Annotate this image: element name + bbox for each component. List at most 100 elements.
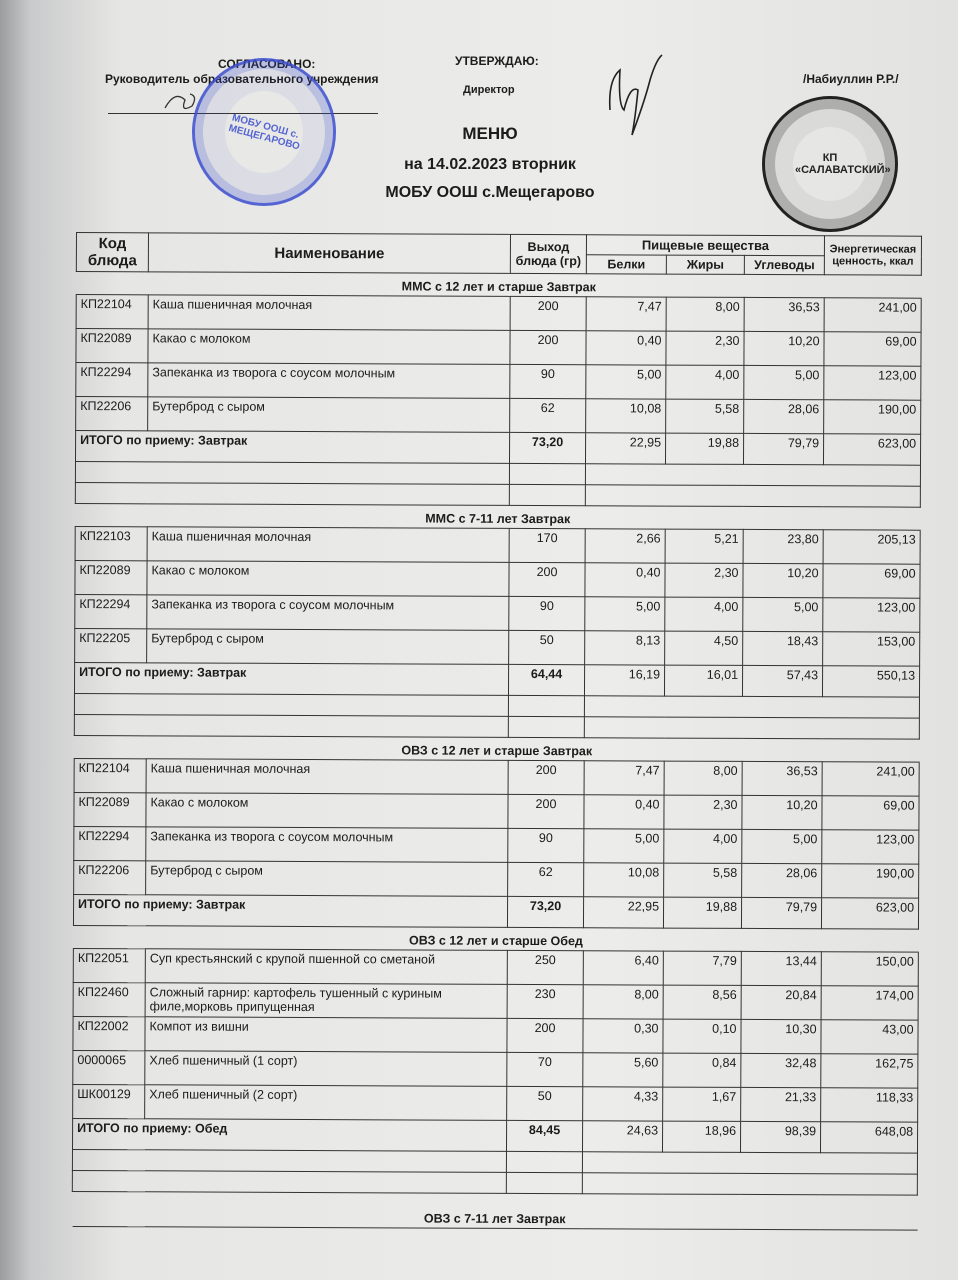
cell-name: Запеканка из творога с соусом молочным xyxy=(147,362,510,399)
cell-fat: 5,21 xyxy=(665,529,744,564)
col-fat: Жиры xyxy=(666,255,745,275)
cell-carbs: 10,20 xyxy=(741,795,823,830)
cell-fat: 2,30 xyxy=(665,331,745,366)
cell-fat: 4,00 xyxy=(663,829,742,864)
total-fat: 19,88 xyxy=(663,897,742,929)
cell-yield: 230 xyxy=(507,984,584,1019)
cell-carbs: 20,84 xyxy=(741,985,822,1020)
total-label: ИТОГО по приему: Завтрак xyxy=(73,894,508,928)
empty-cell xyxy=(75,461,510,485)
cell-protein: 5,00 xyxy=(583,828,664,864)
cell-protein: 0,40 xyxy=(585,330,667,366)
section-header-row: ОВЗ с 7-11 лет Завтрак xyxy=(72,1191,918,1231)
cell-yield: 200 xyxy=(510,296,587,331)
col-carbs: Углеводы xyxy=(744,255,825,275)
cell-code: КП22460 xyxy=(73,982,146,1017)
cell-code: КП22205 xyxy=(74,628,147,663)
cell-yield: 200 xyxy=(508,760,585,795)
total-protein: 22,95 xyxy=(583,896,664,929)
cell-energy: 69,00 xyxy=(822,563,921,599)
director-name: /Набиуллин Р.Р./ xyxy=(803,72,899,86)
cell-energy: 150,00 xyxy=(821,951,919,987)
cell-yield: 170 xyxy=(509,528,586,563)
cell-code: КП22089 xyxy=(73,792,147,827)
cell-fat: 2,30 xyxy=(663,795,743,830)
empty-cell xyxy=(72,1170,507,1194)
empty-cell xyxy=(584,695,920,719)
total-yield: 73,20 xyxy=(507,896,584,928)
cell-code: КП22294 xyxy=(75,362,148,397)
cell-name: Каша пшеничная молочная xyxy=(148,294,511,331)
total-energy: 623,00 xyxy=(823,433,921,466)
cell-fat: 4,50 xyxy=(664,631,743,666)
empty-cell xyxy=(74,693,509,717)
cell-energy: 123,00 xyxy=(823,365,921,401)
cell-code: КП22103 xyxy=(75,526,148,561)
cell-yield: 90 xyxy=(509,364,586,399)
total-yield: 64,44 xyxy=(508,664,585,696)
cell-protein: 5,00 xyxy=(585,364,666,400)
cell-protein: 8,13 xyxy=(584,630,665,666)
cell-energy: 123,00 xyxy=(822,597,920,633)
cell-yield: 200 xyxy=(506,1018,584,1053)
total-carbs: 57,43 xyxy=(742,665,823,697)
total-label: ИТОГО по приему: Обед xyxy=(72,1118,507,1152)
table-row: КП22103 Каша пшеничная молочная 170 2,66 5,2… xyxy=(75,526,921,565)
cell-carbs: 10,20 xyxy=(743,331,825,366)
cell-carbs: 28,06 xyxy=(741,863,822,898)
cell-energy: 153,00 xyxy=(822,631,920,667)
col-nutrients: Пищевые вещества xyxy=(586,234,825,256)
cell-fat: 4,00 xyxy=(664,597,743,632)
cell-name: Какао с молоком xyxy=(146,560,510,597)
cell-energy: 118,33 xyxy=(820,1087,918,1123)
cell-energy: 123,00 xyxy=(821,829,919,865)
cell-protein: 2,66 xyxy=(585,528,666,564)
cell-energy: 174,00 xyxy=(821,985,919,1021)
table-row: КП22206 Бутерброд с сыром 62 10,08 5,58 28,06… xyxy=(73,860,919,899)
table-row: КП22002 Компот из вишни 200 0,30 0,10 10,30 43… xyxy=(72,1016,919,1055)
cell-energy: 205,13 xyxy=(823,529,921,565)
total-label: ИТОГО по приему: Завтрак xyxy=(75,430,510,464)
cell-fat: 8,00 xyxy=(664,761,743,796)
cell-carbs: 10,20 xyxy=(742,563,824,598)
empty-cell xyxy=(582,1151,918,1175)
total-carbs: 79,79 xyxy=(743,433,824,465)
cell-fat: 2,30 xyxy=(664,563,744,598)
cell-energy: 69,00 xyxy=(823,331,922,367)
cell-fat: 8,00 xyxy=(666,297,745,332)
col-yield: Выход блюда (гр) xyxy=(510,234,587,274)
cell-energy: 162,75 xyxy=(820,1053,918,1089)
cell-name: Суп крестьянский с крупой пшенной со сме… xyxy=(145,948,508,985)
table-row: КП22460 Сложный гарнир: картофель тушенны… xyxy=(73,982,919,1021)
cell-energy: 241,00 xyxy=(824,297,922,333)
cell-code: ШК00129 xyxy=(72,1084,145,1119)
confirm-role: Директор xyxy=(463,84,515,96)
total-fat: 16,01 xyxy=(664,665,743,697)
total-energy: 550,13 xyxy=(822,665,920,698)
cell-fat: 5,58 xyxy=(663,863,742,898)
cell-protein: 0,30 xyxy=(582,1018,664,1054)
section-title: ОВЗ с 7-11 лет Завтрак xyxy=(72,1191,918,1231)
cell-code: КП22294 xyxy=(74,594,147,629)
cell-code: КП22002 xyxy=(72,1016,146,1051)
total-energy: 648,08 xyxy=(820,1121,918,1154)
cell-code: КП22089 xyxy=(74,560,148,595)
supplier-stamp: КП «САЛАВАТСКИЙ» xyxy=(762,96,898,232)
table-row: КП22206 Бутерброд с сыром 62 10,08 5,58 28,06… xyxy=(75,396,921,435)
cell-code: КП22104 xyxy=(74,758,147,793)
cell-name: Бутерброд с сыром xyxy=(147,396,510,433)
menu-date: на 14.02.2023 вторник xyxy=(404,156,576,173)
cell-fat: 1,67 xyxy=(662,1087,741,1122)
empty-cell xyxy=(506,1151,583,1173)
cell-fat: 4,00 xyxy=(665,365,744,400)
cell-protein: 0,40 xyxy=(584,562,666,598)
cell-name: Бутерброд с сыром xyxy=(146,628,509,665)
cell-protein: 10,08 xyxy=(585,398,666,434)
cell-code: КП22294 xyxy=(73,826,146,861)
empty-cell xyxy=(509,484,586,506)
empty-cell xyxy=(585,463,921,487)
table-row: 0000065 Хлеб пшеничный (1 сорт) 70 5,60 0,84… xyxy=(72,1050,918,1089)
cell-yield: 90 xyxy=(507,828,584,863)
menu-title: МЕНЮ xyxy=(462,124,518,143)
cell-fat: 0,10 xyxy=(662,1019,742,1054)
